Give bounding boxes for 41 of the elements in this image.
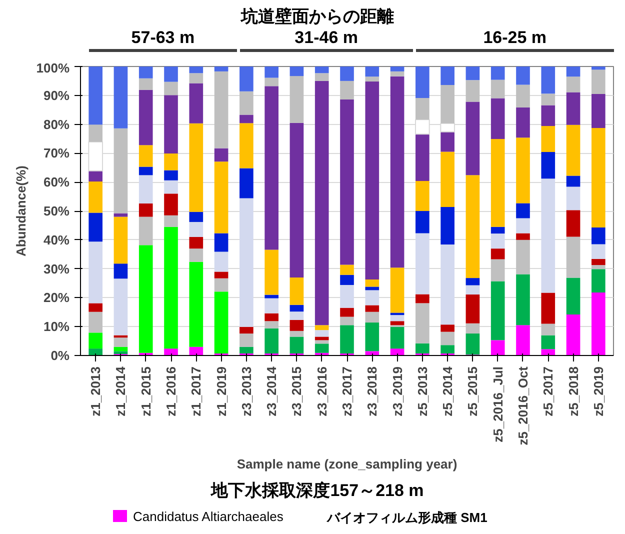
x-tick-label: z5_2017 (540, 366, 556, 416)
x-tick-label: z5_2013 (414, 366, 430, 416)
y-tick-label: 50% (43, 204, 70, 218)
x-tick-label: z1_2017 (188, 366, 204, 416)
x-axis-title: Sample name (zone_sampling year) (236, 456, 458, 472)
x-tick-label: z1_2015 (138, 366, 154, 416)
x-tick-label: z5_2018 (566, 366, 581, 416)
text: 31-46 m (240, 27, 414, 52)
x-tick-label: z3_2015 (289, 366, 304, 416)
y-axis-title: Abundance(%) (13, 166, 28, 256)
y-tick-label: 40% (43, 232, 70, 248)
y-tick-label: 30% (43, 261, 70, 276)
text: バイオフィルム形成種 SM1 (327, 509, 488, 527)
chart-title: 坑道壁面からの距離 (239, 6, 395, 28)
x-tick-label: z5_2015 (465, 366, 480, 416)
y-tick-label: 70% (43, 146, 70, 161)
x-tick-label: z5_2016_Oct (515, 366, 530, 446)
x-tick-label: z5_2019 (590, 366, 606, 416)
y-tick-label: 60% (43, 174, 70, 190)
y-tick-label: 20% (43, 290, 70, 306)
x-tick-label: z1_2016 (164, 366, 179, 416)
legend-label: Candidatus Altiarchaeales (132, 509, 284, 524)
x-tick-label: z1_2013 (88, 366, 104, 416)
x-tick-label: z3_2014 (264, 366, 280, 416)
x-tick-label: z3_2018 (364, 366, 380, 416)
y-tick-label: 0% (50, 348, 70, 363)
y-tick-label: 80% (43, 116, 70, 132)
x-tick-label: z1_2014 (113, 366, 128, 416)
x-tick-label: z5_2014 (440, 366, 456, 416)
x-tick-label: z3_2013 (238, 366, 254, 416)
text: 57-63 m (88, 27, 238, 52)
x-tick-label: z1_2019 (214, 366, 229, 416)
y-tick-label: 10% (43, 319, 70, 334)
x-tick-label: z5_2016_Jul (490, 366, 506, 442)
x-tick-label: z3_2019 (390, 366, 405, 416)
x-tick-label: z3_2017 (340, 366, 354, 416)
x-tick-label: z3_2016 (314, 366, 330, 416)
text: 16-25 m (416, 27, 614, 52)
y-tick-label: 100% (36, 60, 70, 76)
y-tick-label: 90% (43, 88, 70, 103)
text: 地下水採取深度157～218 m (210, 480, 425, 502)
